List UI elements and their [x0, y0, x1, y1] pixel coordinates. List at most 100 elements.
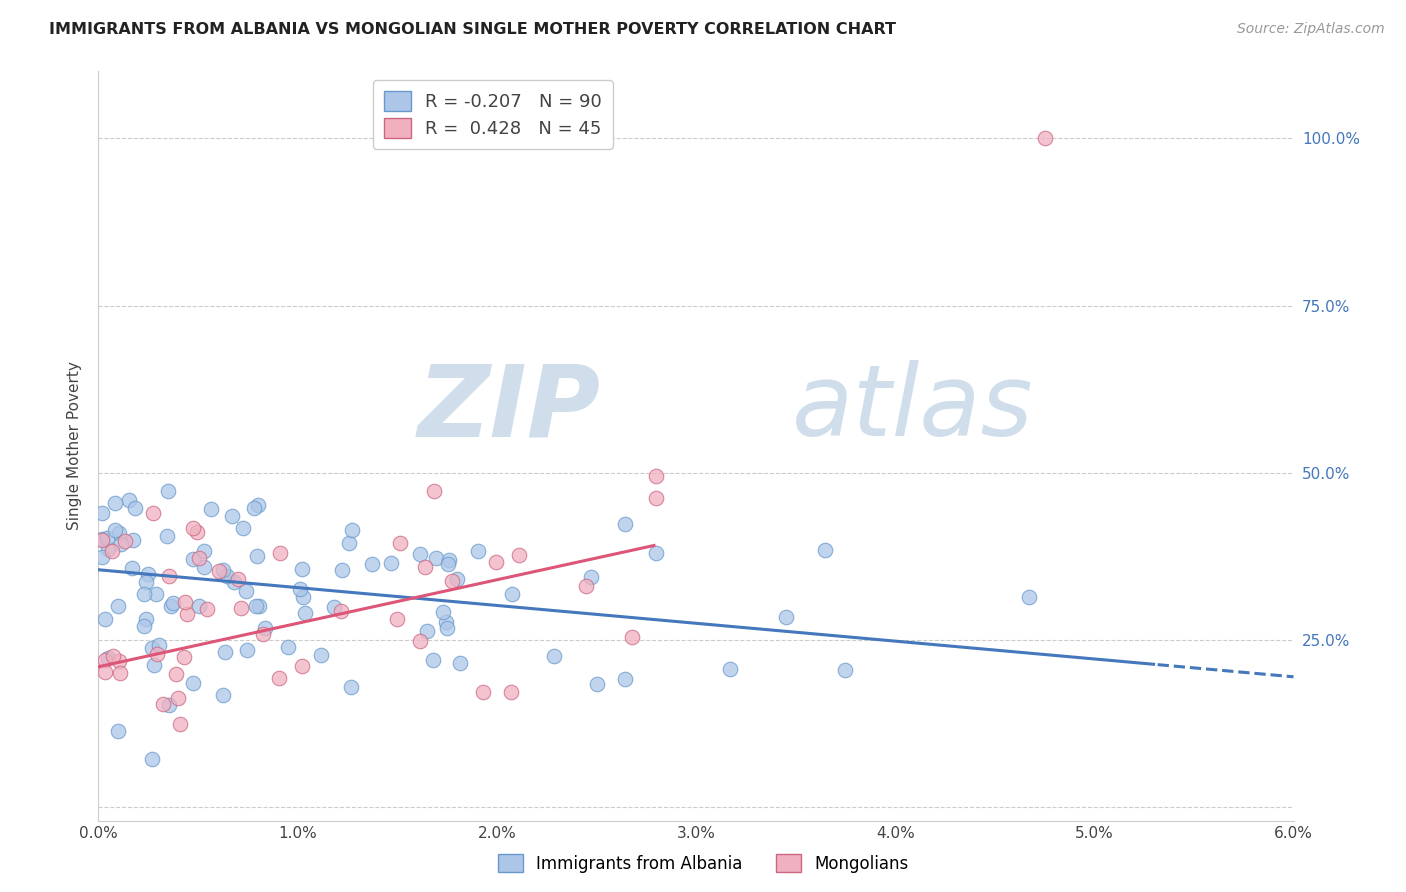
Point — [508, 548, 530, 562]
Point — [323, 600, 346, 615]
Point — [193, 544, 215, 558]
Point — [620, 631, 643, 645]
Point — [269, 671, 291, 685]
Point — [107, 599, 129, 613]
Point — [340, 680, 363, 694]
Point — [253, 621, 276, 635]
Point — [423, 484, 446, 499]
Point — [342, 524, 364, 538]
Point — [645, 546, 668, 560]
Point — [330, 604, 353, 618]
Point — [243, 500, 266, 515]
Point — [103, 649, 125, 664]
Point — [132, 587, 155, 601]
Point — [1033, 131, 1056, 145]
Point — [246, 549, 269, 563]
Text: IMMIGRANTS FROM ALBANIA VS MONGOLIAN SINGLE MOTHER POVERTY CORRELATION CHART: IMMIGRANTS FROM ALBANIA VS MONGOLIAN SIN… — [49, 22, 896, 37]
Point — [152, 697, 174, 711]
Point — [645, 468, 668, 483]
Point — [156, 529, 179, 543]
Point — [645, 491, 668, 505]
Point — [436, 621, 458, 635]
Point — [834, 663, 856, 677]
Point — [416, 624, 439, 638]
Point — [107, 526, 129, 541]
Point — [408, 547, 430, 561]
Point — [269, 546, 291, 560]
Point — [387, 611, 409, 625]
Point — [309, 648, 332, 663]
Point — [165, 667, 187, 681]
Point — [1018, 591, 1040, 605]
Text: atlas: atlas — [792, 360, 1033, 457]
Point — [134, 618, 156, 632]
Point — [208, 564, 231, 578]
Point — [156, 483, 179, 498]
Point — [380, 556, 402, 570]
Point — [91, 550, 114, 565]
Point — [434, 615, 457, 630]
Point — [108, 665, 131, 680]
Point — [167, 691, 190, 706]
Point — [181, 552, 204, 566]
Point — [162, 596, 184, 610]
Point — [103, 495, 125, 509]
Point — [291, 562, 314, 576]
Point — [91, 506, 114, 520]
Point — [96, 531, 118, 545]
Point — [277, 640, 299, 655]
Point — [97, 651, 120, 665]
Point — [361, 558, 384, 572]
Point — [217, 568, 239, 582]
Point — [543, 648, 565, 663]
Point — [229, 601, 252, 615]
Point — [176, 607, 198, 621]
Legend: R = -0.207   N = 90, R =  0.428   N = 45: R = -0.207 N = 90, R = 0.428 N = 45 — [373, 80, 613, 149]
Text: ZIP: ZIP — [418, 360, 600, 457]
Point — [579, 570, 602, 584]
Point — [226, 573, 249, 587]
Point — [186, 524, 208, 539]
Point — [471, 685, 494, 699]
Point — [173, 649, 195, 664]
Point — [212, 563, 235, 577]
Point — [145, 587, 167, 601]
Point — [718, 662, 741, 676]
Point — [124, 501, 146, 516]
Point — [142, 506, 165, 520]
Point — [91, 533, 114, 548]
Point — [247, 498, 270, 512]
Point — [235, 643, 257, 657]
Point — [94, 612, 117, 626]
Point — [91, 532, 114, 546]
Point — [586, 676, 609, 690]
Point — [409, 633, 432, 648]
Point — [575, 579, 598, 593]
Point — [97, 542, 120, 557]
Point — [449, 656, 471, 670]
Point — [613, 517, 636, 532]
Point — [388, 535, 411, 549]
Point — [425, 551, 447, 566]
Point — [446, 572, 468, 586]
Point — [291, 659, 314, 673]
Text: Source: ZipAtlas.com: Source: ZipAtlas.com — [1237, 22, 1385, 37]
Point — [141, 752, 163, 766]
Point — [232, 521, 254, 535]
Point — [200, 502, 222, 516]
Point — [501, 587, 523, 601]
Point — [118, 492, 141, 507]
Point — [121, 560, 143, 574]
Point — [437, 553, 460, 567]
Point — [499, 685, 522, 699]
Point — [187, 551, 209, 566]
Point — [413, 560, 436, 574]
Point — [193, 559, 215, 574]
Point — [94, 653, 117, 667]
Point — [136, 567, 159, 582]
Point — [197, 602, 219, 616]
Point — [224, 575, 246, 590]
Point — [440, 574, 463, 589]
Point — [114, 534, 136, 549]
Point — [110, 536, 132, 550]
